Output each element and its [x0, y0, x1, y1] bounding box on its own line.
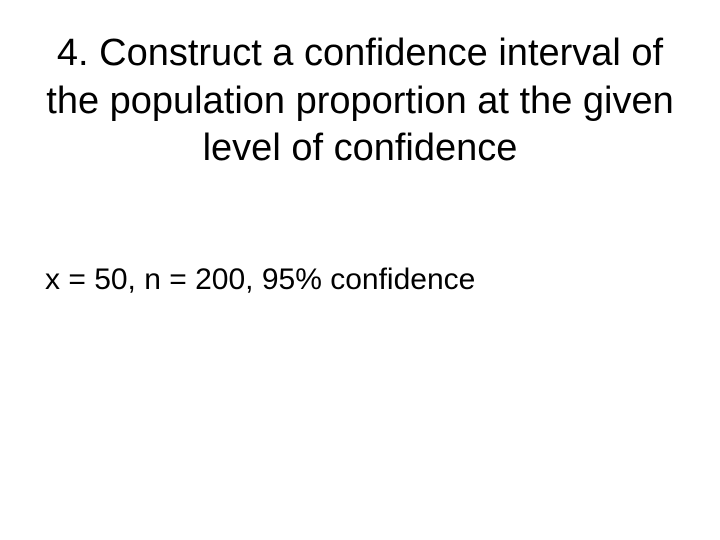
slide-body-text: x = 50, n = 200, 95% confidence [40, 263, 680, 297]
slide-title: 4. Construct a confidence interval of th… [40, 30, 680, 173]
